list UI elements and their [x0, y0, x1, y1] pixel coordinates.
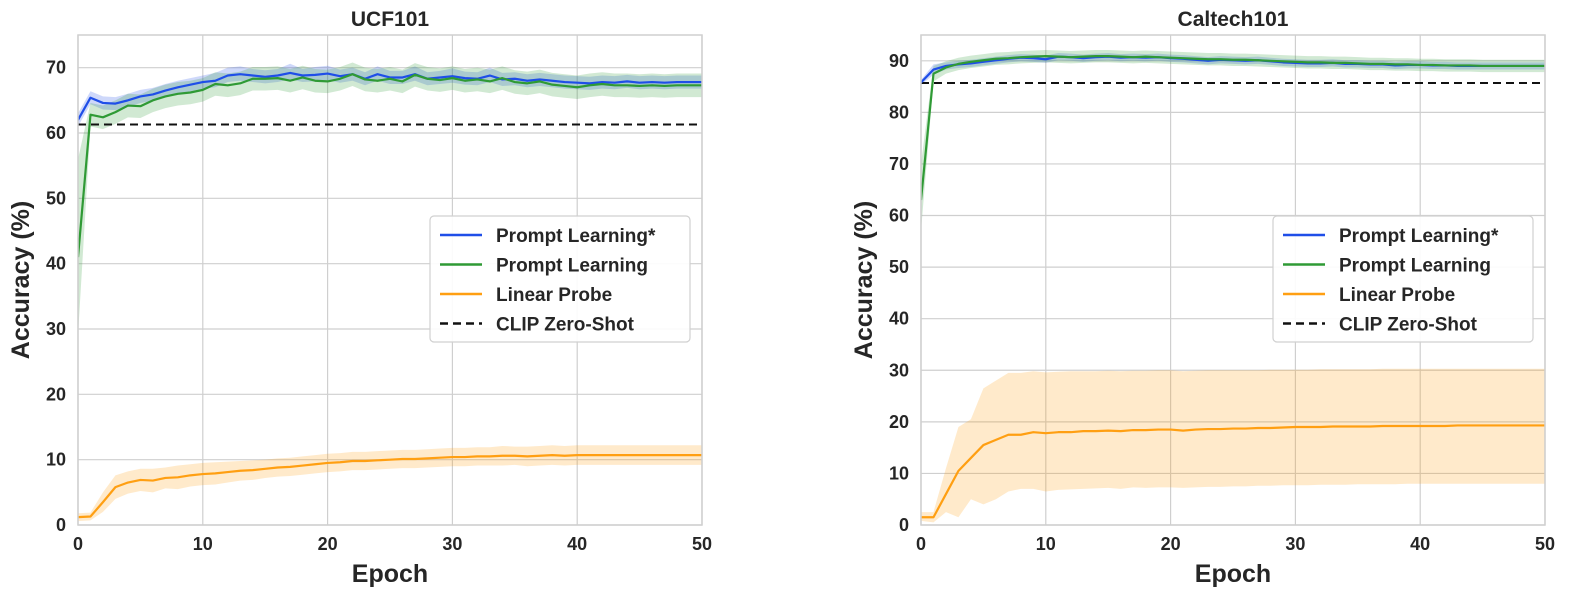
- legend: Prompt Learning* Prompt Learning Linear Pr…: [1272, 215, 1534, 343]
- confidence-band-prompt-learning: [921, 53, 1545, 86]
- series-line-prompt-learning: [78, 73, 702, 258]
- x-tick-label: 50: [1535, 534, 1555, 554]
- plot-frame: [77, 34, 703, 526]
- x-tick-label: 50: [692, 534, 712, 554]
- confidence-band-linear-probe: [921, 368, 1545, 523]
- y-tick-label: 30: [889, 360, 909, 380]
- legend-label-clip-zero-shot: CLIP Zero-Shot: [496, 315, 635, 336]
- legend-label-clip-zero-shot: CLIP Zero-Shot: [1339, 315, 1478, 336]
- x-tick-label: 30: [442, 534, 462, 554]
- x-tick-label: 10: [1036, 534, 1056, 554]
- x-tick-label: 10: [193, 534, 213, 554]
- y-tick-label: 0: [899, 515, 909, 535]
- y-tick-label: 70: [889, 154, 909, 174]
- legend-label-linear-probe: Linear Probe: [1339, 285, 1455, 306]
- confidence-band-linear-probe: [78, 445, 702, 522]
- x-tick-label: 40: [1410, 534, 1430, 554]
- y-tick-label: 60: [46, 123, 66, 143]
- y-tick-label: 40: [46, 254, 66, 274]
- x-tick-label: 0: [916, 534, 926, 554]
- chart-title: UCF101: [351, 8, 430, 31]
- y-tick-label: 30: [46, 319, 66, 339]
- x-tick-label: 0: [73, 534, 83, 554]
- chart-title: Caltech101: [1178, 8, 1289, 31]
- legend-label-prompt-learning: Prompt Learning*: [496, 226, 656, 247]
- x-tick-label: 40: [567, 534, 587, 554]
- y-tick-label: 40: [889, 309, 909, 329]
- legend-label-prompt-learning: Prompt Learning: [1339, 256, 1491, 277]
- y-tick-label: 50: [46, 188, 66, 208]
- series-line-prompt-learning: [921, 55, 1545, 201]
- series-line-prompt-learning: [78, 71, 702, 121]
- y-tick-label: 10: [46, 450, 66, 470]
- x-axis-label: Epoch: [352, 560, 428, 588]
- plot-frame: [920, 34, 1546, 526]
- x-tick-label: 20: [1161, 534, 1181, 554]
- y-tick-label: 50: [889, 257, 909, 277]
- y-tick-label: 60: [889, 206, 909, 226]
- legend-box: [429, 215, 691, 343]
- y-tick-label: 20: [46, 384, 66, 404]
- legend-box: [1272, 215, 1534, 343]
- series-line-linear-probe: [921, 424, 1545, 519]
- x-tick-label: 20: [318, 534, 338, 554]
- y-tick-label: 0: [56, 515, 66, 535]
- x-axis-label: Epoch: [1195, 560, 1271, 588]
- legend-label-prompt-learning: Prompt Learning*: [1339, 226, 1499, 247]
- legend-label-linear-probe: Linear Probe: [496, 285, 612, 306]
- chart-caltech101: 0 10 20 30 40 50 0 10 20 30 40 50 60 70 80 90 Caltech101…: [850, 8, 1555, 588]
- legend-label-prompt-learning: Prompt Learning: [496, 256, 648, 277]
- series-line-linear-probe: [78, 453, 702, 519]
- y-tick-label: 10: [889, 463, 909, 483]
- y-tick-label: 80: [889, 102, 909, 122]
- y-tick-label: 20: [889, 412, 909, 432]
- legend: Prompt Learning* Prompt Learning Linear Pr…: [429, 215, 691, 343]
- y-tick-label: 90: [889, 51, 909, 71]
- y-tick-label: 70: [46, 58, 66, 78]
- plot-area: [921, 49, 1545, 523]
- confidence-band-prompt-learning: [78, 62, 702, 336]
- plot-area: [78, 62, 702, 522]
- y-axis-label: Accuracy (%): [850, 201, 878, 359]
- confidence-band-prompt-learning: [921, 49, 1545, 232]
- chart-ucf101: 0 10 20 30 40 50 0 10 20 30 40 50 60 70 UCF101 Epoch Acc…: [7, 8, 712, 588]
- y-axis-label: Accuracy (%): [7, 201, 35, 359]
- x-tick-label: 30: [1285, 534, 1305, 554]
